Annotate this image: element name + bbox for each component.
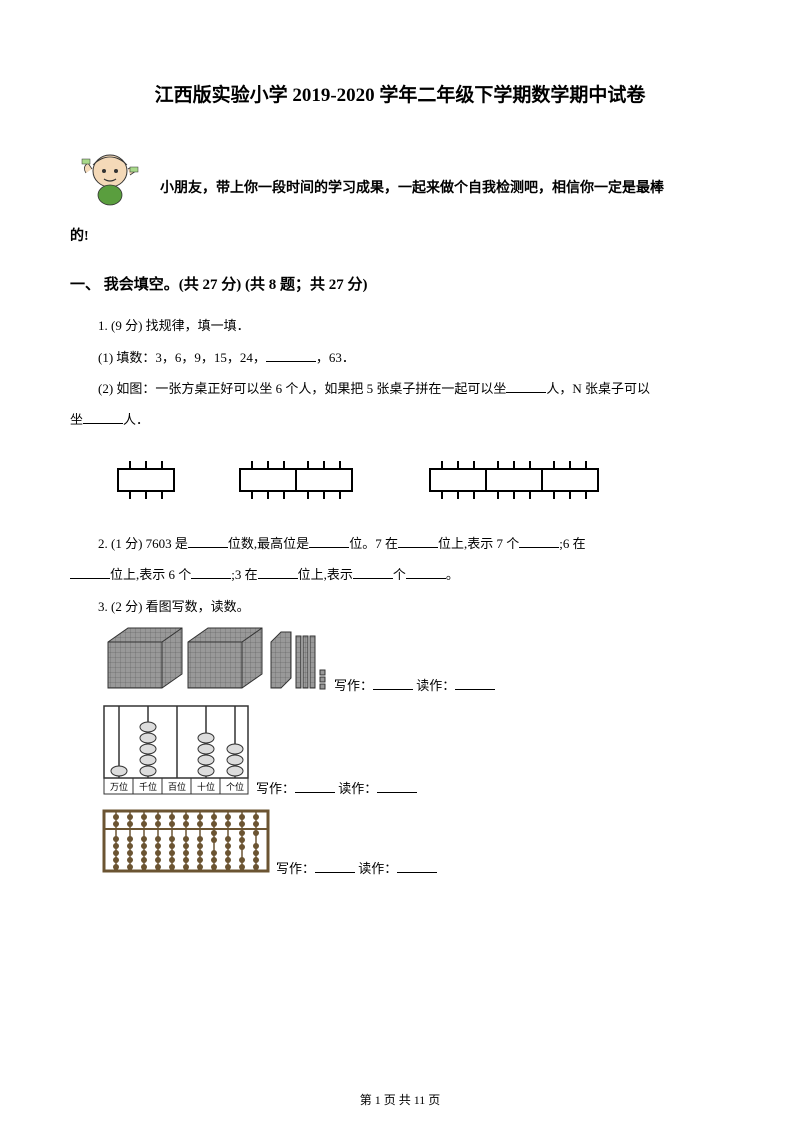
q1-p2-prefix: (2) 如图：一张方桌正好可以坐 6 个人，如果把 5 张桌子拼在一起可以坐 xyxy=(98,381,506,396)
blank xyxy=(397,859,437,873)
suanpan-icon xyxy=(100,805,272,877)
q3-img3-label: 写作： 读作： xyxy=(276,858,437,877)
q1-stem: 1. (9 分) 找规律，填一填． xyxy=(98,310,730,341)
blank xyxy=(377,779,417,793)
q2-l2-t4: 个 xyxy=(393,567,406,582)
q3-img2-label: 写作： 读作： xyxy=(256,778,417,797)
abacus-columns-icon: 万位 千位 百位 十位 个位 xyxy=(100,702,252,797)
q1-p2-l2-prefix: 坐 xyxy=(70,412,83,427)
q1-p1-suffix: ，63． xyxy=(316,350,355,365)
q1-p2-mid: 人，N 张桌子可以 xyxy=(546,381,650,396)
q2-t1: 位数,最高位是 xyxy=(228,536,309,551)
abacus-label-4: 个位 xyxy=(226,781,244,792)
blank xyxy=(309,534,349,548)
q2-t3: 位上,表示 7 个 xyxy=(438,536,519,551)
q2-l2-t1: 位上,表示 6 个 xyxy=(110,567,191,582)
blank xyxy=(315,859,355,873)
q1-p2-line2: 坐 人． xyxy=(70,404,730,435)
abacus-label-3: 十位 xyxy=(197,781,215,792)
blank xyxy=(295,779,335,793)
write-label: 写作： xyxy=(256,781,295,796)
intro-text-2: 的! xyxy=(70,219,730,255)
q1-p2: (2) 如图：一张方桌正好可以坐 6 个人，如果把 5 张桌子拼在一起可以坐 人，… xyxy=(98,373,730,404)
q3-img1-label: 写作： 读作： xyxy=(334,675,495,694)
abacus-label-1: 千位 xyxy=(139,781,157,792)
q2-line1: 2. (1 分) 7603 是 位数,最高位是 位。7 在 位上,表示 7 个 ;6 在 xyxy=(98,528,730,559)
write-label: 写作： xyxy=(334,678,373,693)
page-title: 江西版实验小学 2019-2020 学年二年级下学期数学期中试卷 xyxy=(70,80,730,107)
blank xyxy=(373,676,413,690)
q2-l2-t5: 。 xyxy=(446,567,459,582)
q2-l2-t2: ;3 在 xyxy=(231,567,257,582)
q2-t4: ;6 在 xyxy=(559,536,585,551)
blank xyxy=(83,410,123,424)
mascot-icon xyxy=(80,147,140,207)
read-label: 读作： xyxy=(338,781,377,796)
q1-p1: (1) 填数：3，6，9，15，24， ，63． xyxy=(98,342,730,373)
read-label: 读作： xyxy=(416,678,455,693)
q3-img1-row: 写作： 读作： xyxy=(100,622,730,694)
intro-text-1: 小朋友，带上你一段时间的学习成果，一起来做个自我检测吧，相信你一定是最棒 xyxy=(160,171,730,207)
tables-diagram xyxy=(100,449,730,514)
blank xyxy=(406,565,446,579)
q2-l2-t3: 位上,表示 xyxy=(298,567,353,582)
blank xyxy=(258,565,298,579)
blank xyxy=(398,534,438,548)
read-label: 读作： xyxy=(358,861,397,876)
blank xyxy=(191,565,231,579)
cubes-icon xyxy=(100,622,330,694)
blank xyxy=(455,676,495,690)
abacus-label-0: 万位 xyxy=(110,781,128,792)
q3-img2-row: 万位 千位 百位 十位 个位 写作： 读作： xyxy=(100,702,730,797)
blank xyxy=(506,379,546,393)
q2-line2: 位上,表示 6 个 ;3 在 位上,表示 个 。 xyxy=(70,559,730,590)
blank xyxy=(519,534,559,548)
page-footer: 第 1 页 共 11 页 xyxy=(0,1091,800,1108)
section-1-header: 一、 我会填空。(共 27 分) (共 8 题；共 27 分) xyxy=(70,273,730,294)
q3-stem: 3. (2 分) 看图写数，读数。 xyxy=(98,591,730,622)
blank xyxy=(266,348,316,362)
q1-p1-prefix: (1) 填数：3，6，9，15，24， xyxy=(98,350,266,365)
abacus-label-2: 百位 xyxy=(168,781,186,792)
blank xyxy=(70,565,110,579)
write-label: 写作： xyxy=(276,861,315,876)
intro-row: 小朋友，带上你一段时间的学习成果，一起来做个自我检测吧，相信你一定是最棒 xyxy=(70,147,730,207)
blank xyxy=(353,565,393,579)
q2-prefix: 2. (1 分) 7603 是 xyxy=(98,536,188,551)
q1-p2-l2-suffix: 人． xyxy=(123,412,149,427)
q3-img3-row: 写作： 读作： xyxy=(100,805,730,877)
q2-t2: 位。7 在 xyxy=(349,536,398,551)
blank xyxy=(188,534,228,548)
